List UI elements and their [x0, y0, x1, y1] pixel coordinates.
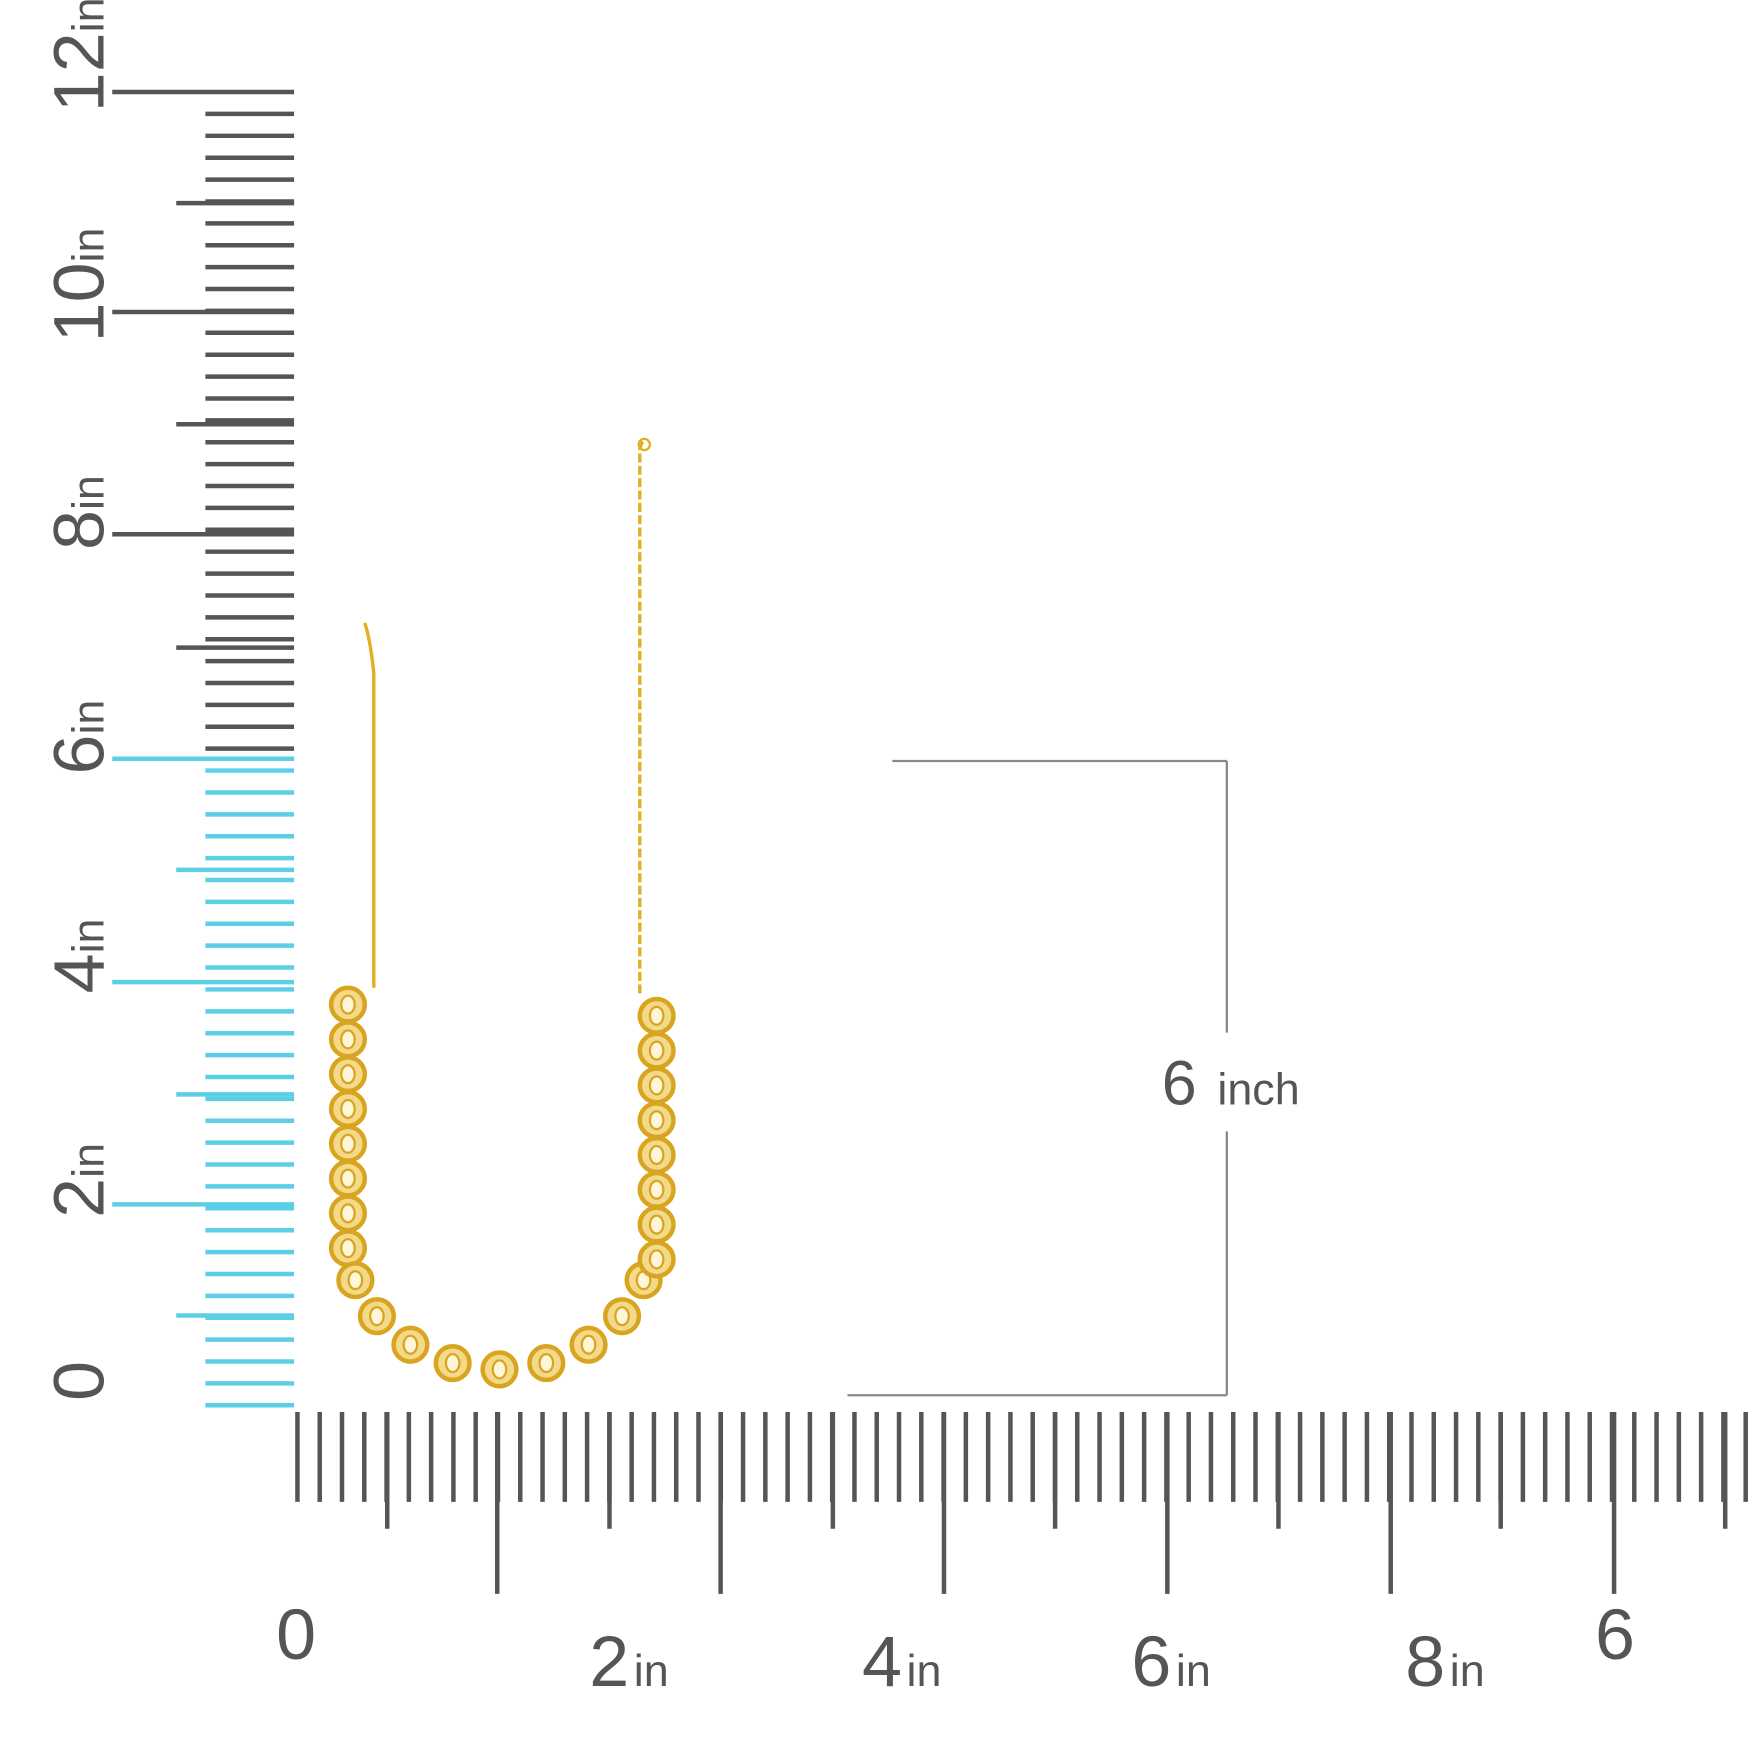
chain	[363, 622, 376, 988]
ruler-number: 6	[1595, 1595, 1635, 1675]
dimension-unit: inch	[1217, 1063, 1299, 1114]
ruler-label: 10in	[39, 228, 119, 343]
ruler-number: 12	[39, 32, 119, 112]
ruler-number: 4	[39, 953, 119, 993]
ruler-unit: in	[62, 0, 113, 32]
chain	[638, 438, 646, 994]
horizontal-ruler: 0 2 in 4 in 6 in 8 in 6	[276, 1412, 1748, 1702]
ruler-number: 0	[276, 1595, 316, 1675]
pendant-stone	[538, 1352, 555, 1374]
ruler-label: 4in	[39, 918, 119, 993]
ruler-unit: in	[62, 228, 113, 263]
ruler-number: 0	[39, 1361, 119, 1401]
ruler-unit: in	[634, 1645, 669, 1696]
ruler-unit: in	[1176, 1645, 1211, 1696]
pendant-stone	[340, 1064, 356, 1085]
ruler-number: 6	[39, 735, 119, 775]
ruler-unit: in	[62, 475, 113, 510]
pendant-stone	[340, 1098, 356, 1120]
ruler-number: 8	[1405, 1622, 1445, 1702]
dimension-number: 6	[1162, 1048, 1197, 1118]
ruler-label: 8in	[39, 475, 119, 550]
pendant-stone	[491, 1359, 508, 1380]
pendant-stone	[580, 1334, 597, 1355]
necklace	[328, 437, 676, 1389]
ruler-number: 6	[1131, 1622, 1171, 1702]
ruler-unit: in	[906, 1645, 941, 1696]
clasp	[637, 437, 652, 452]
ruler-label: 6in	[39, 700, 119, 775]
ruler-number: 10	[39, 262, 119, 342]
ruler-number: 2	[589, 1622, 629, 1702]
ruler-number: 2	[39, 1178, 119, 1218]
pendant-stone	[648, 1075, 665, 1096]
dimension-marker	[847, 759, 1228, 1397]
pendant-stone	[648, 1040, 665, 1061]
ruler-number: 8	[39, 510, 119, 550]
pendant-stone	[648, 1249, 665, 1270]
ruler-unit: in	[62, 700, 113, 735]
pendant-stone	[340, 994, 356, 1015]
pendant-stone	[648, 1179, 665, 1200]
pendant-stone	[340, 1168, 356, 1189]
ruler-label: 2in	[39, 1143, 119, 1218]
pendant-stone	[648, 1214, 665, 1235]
pendant-stone	[648, 1005, 665, 1026]
pendant-stone	[648, 1144, 665, 1166]
pendant-stone	[614, 1306, 630, 1327]
ruler-label: 0	[276, 1595, 316, 1675]
ruler-unit: in	[62, 1143, 113, 1178]
pendant-stone	[340, 1029, 356, 1050]
pendant-stone	[444, 1352, 461, 1374]
dimension-label: 6 inch	[1162, 1048, 1300, 1118]
pendant-stone	[340, 1203, 356, 1224]
ruler-label: 12in	[39, 0, 119, 112]
pendant-stone	[648, 1110, 665, 1131]
ruler-number: 4	[862, 1622, 902, 1702]
pendant-stone	[402, 1334, 419, 1355]
pendant-stone	[340, 1133, 356, 1154]
pendant-stone	[347, 1270, 364, 1291]
ruler-label: 6	[1595, 1595, 1635, 1675]
ruler-label: 0	[39, 1361, 119, 1401]
pendant-stone	[369, 1306, 385, 1327]
pendant-stone	[340, 1238, 356, 1259]
ruler-unit: in	[1450, 1645, 1485, 1696]
ruler-unit: in	[62, 918, 113, 953]
